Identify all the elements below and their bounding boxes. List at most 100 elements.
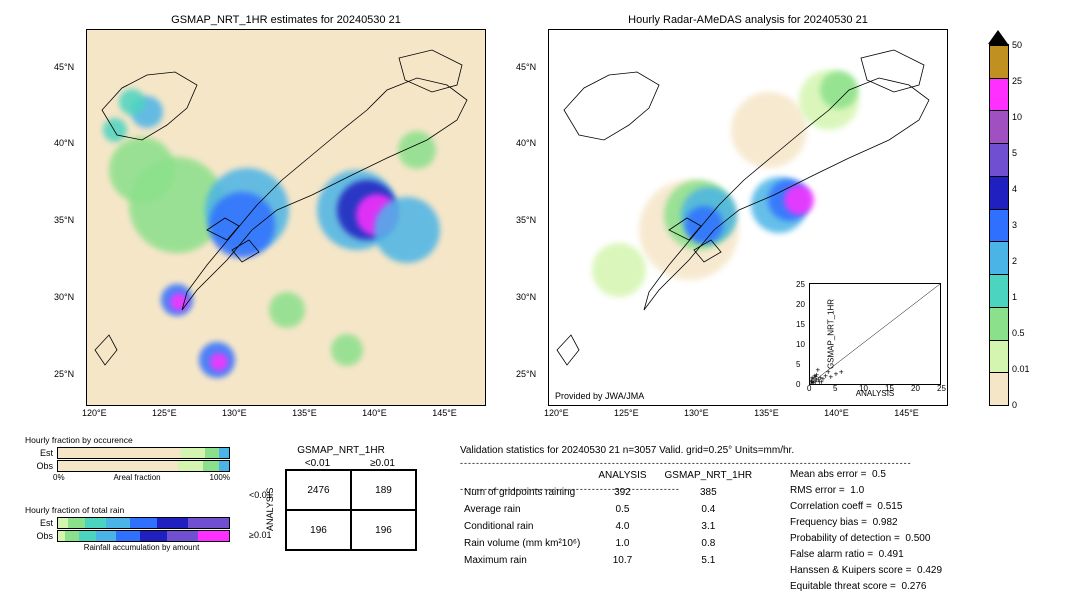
bar-seg [68,518,85,528]
val-model: 5.1 [657,553,761,568]
totalrain-est-row: Est [25,517,230,529]
scores-list: Mean abs error = 0.5RMS error = 1.0Corre… [790,467,942,595]
score-label: Probability of detection = [790,533,900,544]
score-value: 0.515 [877,501,902,512]
occurrence-title: Hourly fraction by occurence [25,435,230,445]
validation-table: ANALYSIS GSMAP_NRT_1HR Num of gridpoints… [454,466,762,570]
colorbar-label: 1 [1012,292,1017,302]
bar-seg [157,518,188,528]
colorbar-seg [990,372,1008,405]
colorbar-label: 3 [1012,220,1017,230]
colorbar-seg [990,78,1008,111]
colorbar-seg [990,110,1008,143]
scatter-point: + [811,375,816,384]
lon-tick: 140°E [362,408,387,418]
coastline-icon [87,30,485,405]
bar-seg [167,531,198,541]
colorbar-seg [990,340,1008,373]
scatter-ylabel: GSMAP_NRT_1HR [827,299,836,369]
axis-0: 0% [53,473,65,482]
colorbar-label: 0 [1012,400,1017,410]
scatter-point: + [815,366,820,375]
lat-tick: 40°N [516,138,536,148]
totalrain-est-bar [57,517,230,529]
bar-seg [188,518,229,528]
colorbar-label: 4 [1012,184,1017,194]
occurrence-axis: 0% Areal fraction 100% [53,473,230,482]
occurrence-panel: Hourly fraction by occurence Est Obs 0% … [25,435,230,482]
val-label: Rain volume (mm km²10⁶) [456,536,588,551]
scatter-ytick: 25 [796,280,805,289]
scatter-xtick: 10 [859,384,868,393]
ct-row-ge: ≥0.01 [249,530,272,540]
score-value: 0.429 [917,565,942,576]
bar-seg [203,461,218,471]
val-analysis: 10.7 [590,553,654,568]
totalrain-panel: Hourly fraction of total rain Est Obs Ra… [25,505,230,552]
score-row: Probability of detection = 0.500 [790,531,942,547]
bar-seg [58,448,181,458]
scatter-xtick: 20 [911,384,920,393]
score-value: 0.500 [905,533,930,544]
lon-tick: 125°E [152,408,177,418]
colorbar: 00.010.512345102550 [989,44,1009,406]
occurrence-obs-bar [57,460,230,472]
val-model: 3.1 [657,519,761,534]
lat-tick: 35°N [516,215,536,225]
scatter-ytick: 15 [796,320,805,329]
score-value: 0.982 [873,517,898,528]
provided-label: Provided by JWA/JMA [555,391,644,401]
validation-row: Maximum rain10.75.1 [456,553,760,568]
val-col-analysis: ANALYSIS [590,468,654,483]
ct-col-headers: <0.01 ≥0.01 [285,458,415,469]
bar-seg [181,448,205,458]
colorbar-seg [990,176,1008,209]
totalrain-obs-bar [57,530,230,542]
scatter-xtick: 0 [807,384,811,393]
score-row: Frequency bias = 0.982 [790,515,942,531]
validation-title: Validation statistics for 20240530 21 n=… [460,445,794,456]
bar-seg [130,518,157,528]
lat-tick: 25°N [516,369,536,379]
colorbar-label: 10 [1012,112,1022,122]
val-analysis: 1.0 [590,536,654,551]
occurrence-est-row: Est [25,447,230,459]
axis-mid: Areal fraction [113,473,160,482]
ct-cell: 196 [351,510,416,550]
bar-seg [96,531,117,541]
bar-seg [205,448,219,458]
right-map-panel: Hourly Radar-AMeDAS analysis for 2024053… [548,29,948,406]
validation-row: Average rain0.50.4 [456,502,760,517]
bar-seg [106,518,130,528]
lon-tick: 145°E [894,408,919,418]
lat-tick: 40°N [54,138,74,148]
score-label: Equitable threat score = [790,581,896,592]
val-label: Average rain [456,502,588,517]
ct-col-lt: <0.01 [285,458,350,469]
bar-seg [58,518,68,528]
lon-tick: 145°E [432,408,457,418]
scatter-point: + [839,368,844,377]
scatter-ytick: 0 [796,380,800,389]
bar-seg [178,461,204,471]
dash-line: ----------------------------------------… [460,484,760,494]
bar-seg [85,518,106,528]
colorbar-label: 0.01 [1012,364,1030,374]
lon-tick: 135°E [754,408,779,418]
totalrain-footer: Rainfall accumulation by amount [53,543,230,552]
score-value: 0.276 [901,581,926,592]
ct-cell: 2476 [286,470,351,510]
ct-cell: 196 [286,510,351,550]
score-value: 0.491 [879,549,904,560]
colorbar-label: 25 [1012,76,1022,86]
lon-tick: 130°E [222,408,247,418]
bar-seg [219,448,229,458]
score-label: RMS error = [790,485,845,496]
colorbar-arrow-icon [988,30,1008,44]
score-value: 1.0 [850,485,864,496]
bar-seg [58,461,178,471]
lat-tick: 35°N [54,215,74,225]
scatter-xtick: 5 [833,384,837,393]
colorbar-seg [990,307,1008,340]
validation-row: Conditional rain4.03.1 [456,519,760,534]
